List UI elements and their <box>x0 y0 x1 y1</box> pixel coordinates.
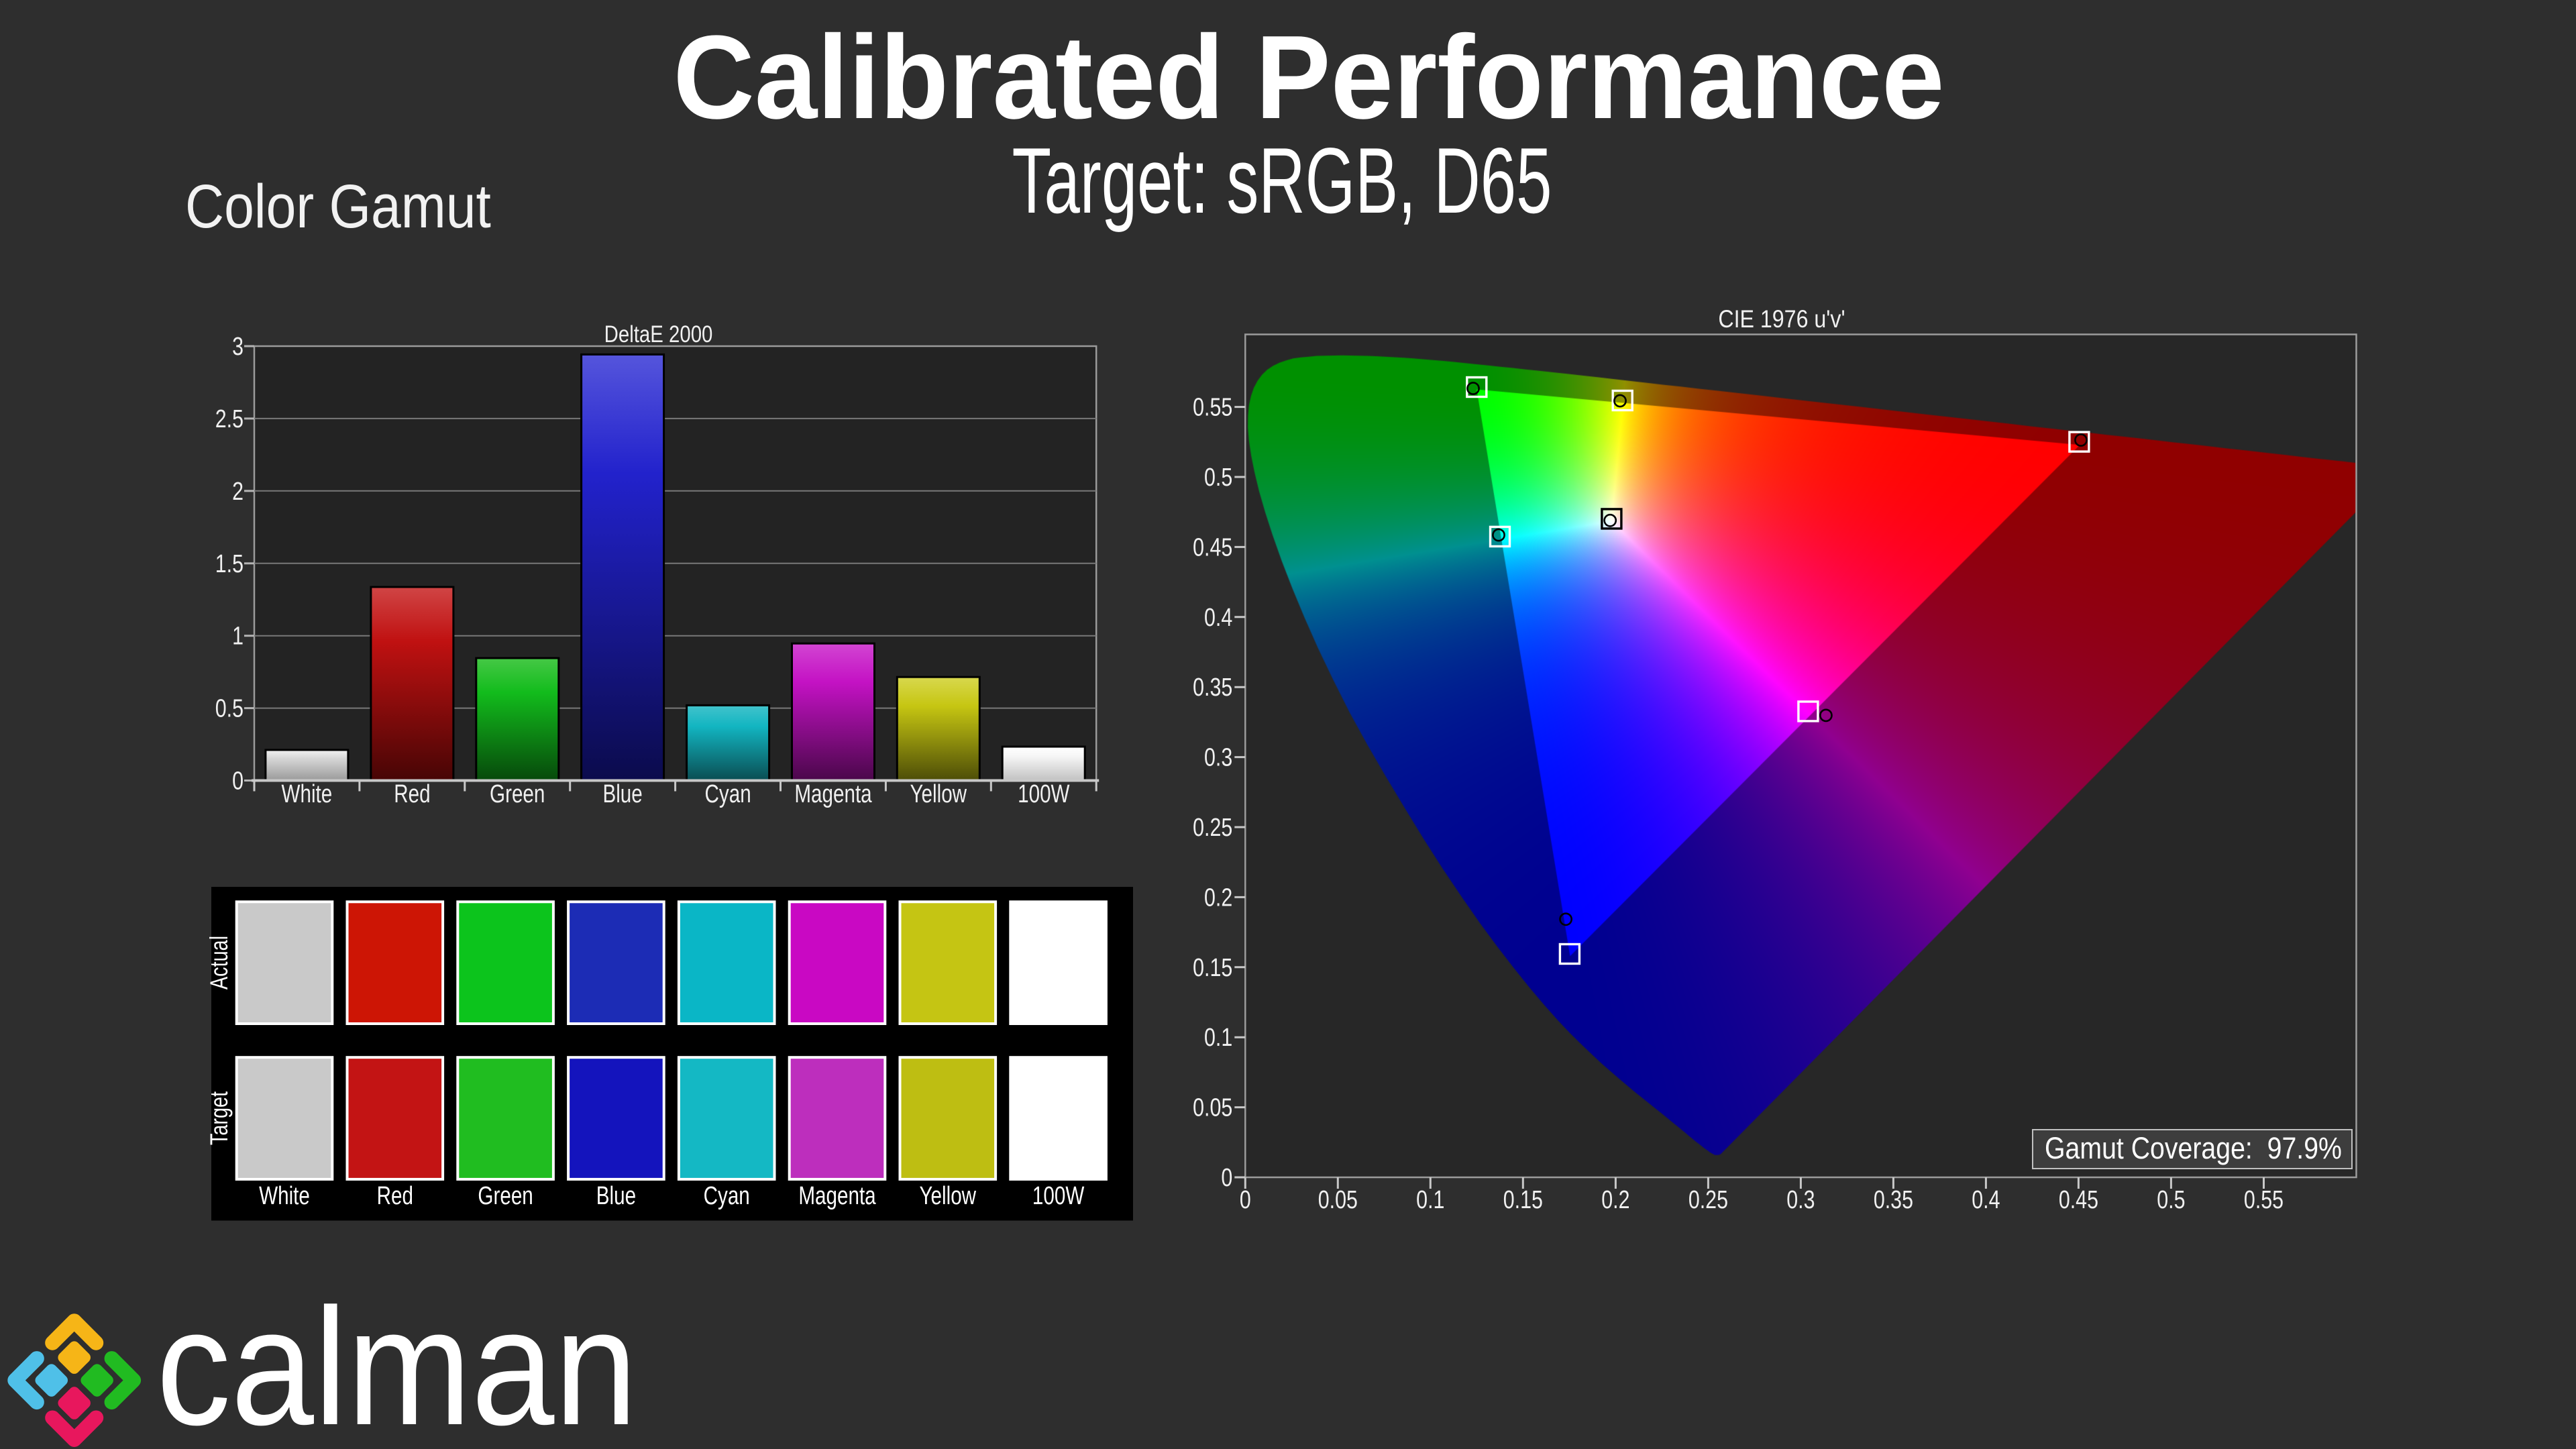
svg-text:White: White <box>282 780 333 808</box>
svg-text:Blue: Blue <box>596 1182 636 1210</box>
svg-text:1: 1 <box>232 623 244 651</box>
svg-text:0.45: 0.45 <box>1193 533 1232 561</box>
svg-text:0.35: 0.35 <box>1874 1186 1913 1214</box>
svg-text:0.4: 0.4 <box>1204 604 1232 632</box>
svg-text:Red: Red <box>394 780 430 808</box>
svg-text:2.5: 2.5 <box>215 405 244 433</box>
svg-text:DeltaE 2000: DeltaE 2000 <box>604 321 713 347</box>
svg-text:100W: 100W <box>1018 780 1070 808</box>
svg-text:0.4: 0.4 <box>1972 1186 2000 1214</box>
svg-text:0.45: 0.45 <box>2059 1186 2098 1214</box>
svg-text:0.05: 0.05 <box>1318 1186 1358 1214</box>
svg-text:Cyan: Cyan <box>704 1182 750 1210</box>
svg-text:0.5: 0.5 <box>215 694 244 722</box>
svg-text:3: 3 <box>232 333 244 361</box>
svg-text:Blue: Blue <box>602 780 642 808</box>
svg-text:Actual: Actual <box>206 936 233 989</box>
svg-text:CIE 1976 u'v': CIE 1976 u'v' <box>1718 306 1845 333</box>
svg-text:Yellow: Yellow <box>920 1182 977 1210</box>
svg-text:0: 0 <box>232 767 244 795</box>
svg-text:0: 0 <box>1221 1164 1232 1192</box>
svg-text:0: 0 <box>1240 1186 1251 1214</box>
svg-text:Magenta: Magenta <box>798 1182 875 1210</box>
svg-text:0.2: 0.2 <box>1204 883 1232 912</box>
svg-text:Magenta: Magenta <box>794 780 871 808</box>
svg-text:Green: Green <box>478 1182 533 1210</box>
svg-text:Cyan: Cyan <box>705 780 751 808</box>
svg-text:100W: 100W <box>1032 1182 1085 1210</box>
svg-text:0.2: 0.2 <box>1601 1186 1629 1214</box>
svg-text:calman: calman <box>156 1274 637 1449</box>
svg-text:0.15: 0.15 <box>1503 1186 1543 1214</box>
svg-text:0.3: 0.3 <box>1204 743 1232 771</box>
svg-text:0.25: 0.25 <box>1193 814 1232 842</box>
svg-text:Green: Green <box>490 780 545 808</box>
svg-text:0.5: 0.5 <box>1204 464 1232 492</box>
svg-text:Red: Red <box>377 1182 413 1210</box>
svg-text:2: 2 <box>232 478 244 506</box>
svg-text:0.3: 0.3 <box>1786 1186 1815 1214</box>
svg-text:0.55: 0.55 <box>1193 393 1232 421</box>
svg-text:0.05: 0.05 <box>1193 1093 1232 1122</box>
svg-text:1.5: 1.5 <box>215 550 244 578</box>
svg-text:0.25: 0.25 <box>1688 1186 1728 1214</box>
svg-text:0.1: 0.1 <box>1204 1024 1232 1052</box>
svg-text:White: White <box>259 1182 310 1210</box>
svg-text:0.5: 0.5 <box>2157 1186 2185 1214</box>
svg-text:Yellow: Yellow <box>910 780 967 808</box>
svg-text:Gamut Coverage: 97.9%: Gamut Coverage: 97.9% <box>2045 1132 2342 1165</box>
svg-text:Target: Target <box>206 1091 233 1145</box>
svg-text:0.15: 0.15 <box>1193 954 1232 982</box>
svg-text:0.55: 0.55 <box>2244 1186 2284 1214</box>
svg-text:0.1: 0.1 <box>1416 1186 1444 1214</box>
svg-text:0.35: 0.35 <box>1193 674 1232 702</box>
